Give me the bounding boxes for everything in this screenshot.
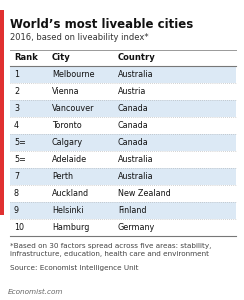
Text: Melbourne: Melbourne [52, 70, 94, 79]
Text: Economist.com: Economist.com [8, 289, 63, 295]
Text: 1: 1 [14, 70, 19, 79]
Text: *Based on 30 factors spread across five areas: stability,
infrastructure, educat: *Based on 30 factors spread across five … [10, 243, 211, 257]
Text: Rank: Rank [14, 53, 38, 62]
Bar [10, 202, 236, 219]
Text: New Zealand: New Zealand [118, 189, 171, 198]
Text: 2016, based on liveability index*: 2016, based on liveability index* [10, 33, 149, 42]
Text: Australia: Australia [118, 70, 154, 79]
Bar [10, 134, 236, 151]
Text: World’s most liveable cities: World’s most liveable cities [10, 18, 193, 31]
Text: Austria: Austria [118, 87, 146, 96]
Text: Canada: Canada [118, 121, 149, 130]
Text: Australia: Australia [118, 172, 154, 181]
Text: 5=: 5= [14, 138, 26, 147]
Text: Auckland: Auckland [52, 189, 89, 198]
Text: Canada: Canada [118, 104, 149, 113]
Text: 5=: 5= [14, 155, 26, 164]
Text: City: City [52, 53, 71, 62]
Text: Vancouver: Vancouver [52, 104, 94, 113]
Bar [10, 168, 236, 185]
Text: 7: 7 [14, 172, 19, 181]
Text: Vienna: Vienna [52, 87, 80, 96]
Text: Source: Economist Intelligence Unit: Source: Economist Intelligence Unit [10, 265, 139, 271]
Text: Australia: Australia [118, 155, 154, 164]
Text: Helsinki: Helsinki [52, 206, 83, 215]
Text: Calgary: Calgary [52, 138, 83, 147]
Text: Germany: Germany [118, 223, 155, 232]
Text: 2: 2 [14, 87, 19, 96]
Text: Perth: Perth [52, 172, 73, 181]
Text: 3: 3 [14, 104, 19, 113]
Text: 10: 10 [14, 223, 24, 232]
Text: 4: 4 [14, 121, 19, 130]
Text: Country: Country [118, 53, 156, 62]
Bar [10, 66, 236, 83]
Text: Canada: Canada [118, 138, 149, 147]
Text: Adelaide: Adelaide [52, 155, 87, 164]
Bar [10, 100, 236, 117]
Text: 9: 9 [14, 206, 19, 215]
Text: Toronto: Toronto [52, 121, 82, 130]
Bar [0, 10, 4, 215]
Text: Hamburg: Hamburg [52, 223, 89, 232]
Text: 8: 8 [14, 189, 19, 198]
Text: Finland: Finland [118, 206, 146, 215]
